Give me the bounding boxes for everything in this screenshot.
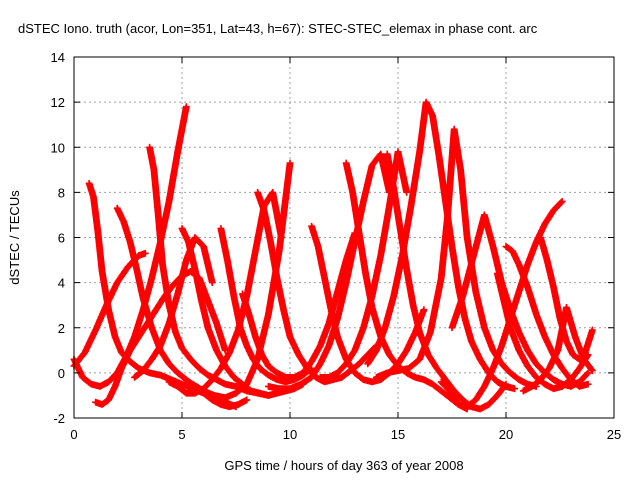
axis-ticks: 0 5 10 15 20 25 -2 0 2 4 6 8 10 12 14 — [51, 50, 622, 442]
data-point-markers — [502, 243, 592, 390]
y-tick-label: 12 — [51, 95, 65, 110]
data-series — [493, 270, 592, 393]
y-tick-label: 14 — [51, 50, 65, 65]
data-series — [502, 243, 592, 390]
data-point-markers — [265, 150, 393, 393]
x-tick-label: 0 — [70, 427, 77, 442]
data-series — [178, 225, 307, 399]
x-tick-label: 25 — [607, 427, 621, 442]
data-series — [519, 304, 596, 395]
x-tick-label: 20 — [499, 427, 513, 442]
data-series — [239, 229, 359, 381]
y-tick-label: 4 — [58, 276, 65, 291]
x-tick-label: 15 — [391, 427, 405, 442]
data-point-markers — [92, 267, 229, 408]
data-series — [265, 150, 393, 393]
x-tick-label: 5 — [178, 427, 185, 442]
y-tick-label: 8 — [58, 185, 65, 200]
data-point-markers — [519, 304, 596, 395]
data-point-markers — [373, 125, 540, 390]
y-axis-title: dSTEC / TECUs — [7, 190, 22, 285]
data-series — [373, 125, 540, 390]
x-tick-label: 10 — [283, 427, 297, 442]
chart-title: dSTEC Iono. truth (acor, Lon=351, Lat=43… — [18, 21, 538, 36]
data-point-markers — [239, 229, 359, 381]
data-point-markers — [178, 225, 307, 399]
y-tick-label: -2 — [53, 411, 65, 426]
data-points — [70, 98, 596, 413]
data-series — [92, 267, 229, 408]
data-point-markers — [493, 270, 592, 393]
x-axis-title: GPS time / hours of day 363 of year 2008 — [224, 458, 463, 473]
data-point-markers — [383, 150, 510, 413]
y-tick-label: 6 — [58, 231, 65, 246]
data-series — [383, 150, 510, 413]
y-tick-label: 10 — [51, 140, 65, 155]
y-tick-label: 0 — [58, 366, 65, 381]
y-tick-label: 2 — [58, 321, 65, 336]
